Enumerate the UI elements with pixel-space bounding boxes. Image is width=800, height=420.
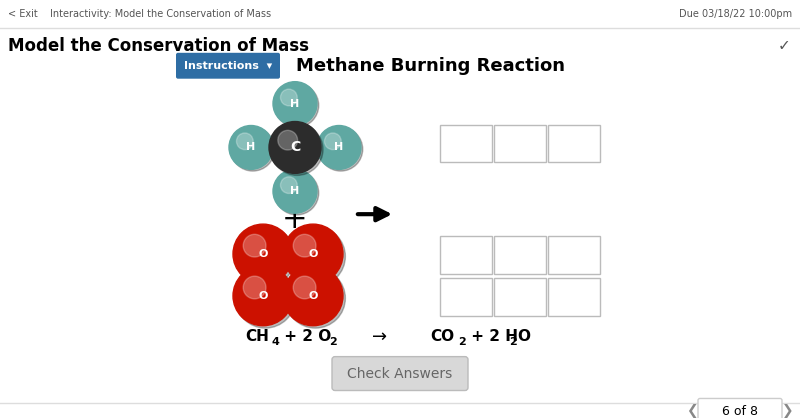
Circle shape [273, 169, 317, 213]
Circle shape [235, 268, 295, 328]
Text: O: O [517, 329, 530, 344]
Circle shape [229, 126, 273, 169]
FancyBboxPatch shape [332, 357, 468, 391]
Circle shape [283, 266, 343, 326]
Circle shape [237, 133, 253, 150]
Circle shape [325, 133, 341, 150]
Text: Model the Conservation of Mass: Model the Conservation of Mass [8, 37, 309, 55]
Circle shape [233, 266, 293, 326]
Circle shape [281, 177, 298, 194]
Text: H: H [290, 186, 300, 196]
Bar [440, 278, 492, 316]
FancyBboxPatch shape [176, 53, 280, 79]
Text: Instructions  ▾: Instructions ▾ [184, 61, 272, 71]
Text: +: + [282, 205, 308, 234]
Bar [494, 236, 546, 274]
Circle shape [283, 224, 343, 284]
Bar [440, 236, 492, 274]
Circle shape [273, 81, 317, 126]
Bar [548, 124, 600, 163]
Bar [548, 278, 600, 316]
Text: Check Answers: Check Answers [347, 367, 453, 381]
FancyBboxPatch shape [698, 399, 782, 420]
Bar [548, 236, 600, 274]
Circle shape [286, 268, 346, 328]
Circle shape [243, 276, 266, 299]
Text: Interactivity: Model the Conservation of Mass: Interactivity: Model the Conservation of… [50, 9, 271, 19]
Text: O: O [258, 249, 268, 259]
Circle shape [271, 123, 323, 176]
Circle shape [243, 234, 266, 257]
Circle shape [294, 234, 316, 257]
Text: Methane Burning Reaction: Methane Burning Reaction [295, 57, 565, 75]
Text: H: H [290, 99, 300, 109]
Circle shape [294, 276, 316, 299]
Text: O: O [258, 291, 268, 301]
Circle shape [318, 127, 362, 171]
Text: O: O [308, 249, 318, 259]
Circle shape [274, 84, 318, 127]
Circle shape [274, 171, 318, 215]
Bar [440, 124, 492, 163]
Text: 2: 2 [509, 337, 517, 346]
Text: 2: 2 [329, 337, 337, 346]
Text: C: C [290, 140, 300, 155]
Text: 2: 2 [458, 337, 466, 346]
Text: H: H [334, 142, 344, 152]
Bar [494, 124, 546, 163]
Circle shape [317, 126, 361, 169]
Text: 4: 4 [271, 337, 279, 346]
Text: 6 of 8: 6 of 8 [722, 405, 758, 418]
Bar [494, 278, 546, 316]
Text: < Exit: < Exit [8, 9, 38, 19]
Circle shape [235, 226, 295, 286]
Text: O: O [308, 291, 318, 301]
Text: CH: CH [245, 329, 269, 344]
Circle shape [269, 121, 321, 173]
Text: ❮: ❮ [686, 404, 698, 418]
Text: Due 03/18/22 10:00pm: Due 03/18/22 10:00pm [679, 9, 792, 19]
Text: →: → [373, 328, 387, 346]
Circle shape [230, 127, 274, 171]
Circle shape [286, 226, 346, 286]
Text: CO: CO [430, 329, 454, 344]
Text: + 2 O: + 2 O [279, 329, 331, 344]
Text: ❯: ❯ [782, 404, 794, 418]
Text: ✓: ✓ [778, 38, 790, 53]
Circle shape [278, 130, 298, 150]
Text: + 2 H: + 2 H [466, 329, 518, 344]
Text: H: H [246, 142, 256, 152]
Circle shape [281, 89, 298, 106]
Circle shape [233, 224, 293, 284]
